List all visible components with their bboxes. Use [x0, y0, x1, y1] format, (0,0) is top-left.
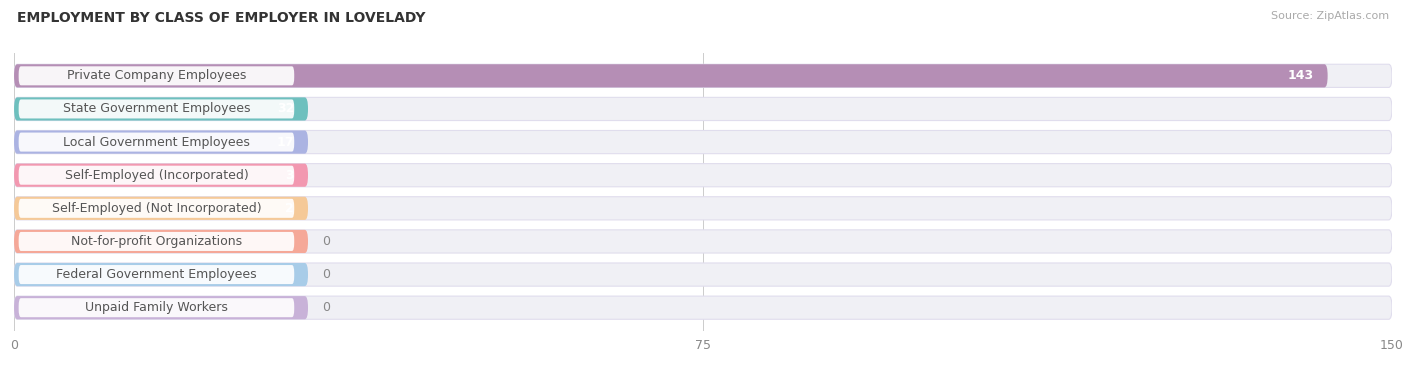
FancyBboxPatch shape: [14, 64, 1327, 88]
FancyBboxPatch shape: [14, 263, 308, 286]
Text: 17: 17: [277, 136, 294, 149]
Text: Self-Employed (Incorporated): Self-Employed (Incorporated): [65, 169, 249, 182]
FancyBboxPatch shape: [18, 298, 294, 317]
FancyBboxPatch shape: [14, 197, 308, 220]
FancyBboxPatch shape: [14, 97, 308, 121]
Text: State Government Employees: State Government Employees: [63, 102, 250, 115]
FancyBboxPatch shape: [18, 166, 294, 185]
Text: Source: ZipAtlas.com: Source: ZipAtlas.com: [1271, 11, 1389, 21]
FancyBboxPatch shape: [14, 296, 1392, 319]
Text: 0: 0: [322, 301, 330, 314]
Text: 3: 3: [285, 169, 294, 182]
FancyBboxPatch shape: [14, 197, 1392, 220]
FancyBboxPatch shape: [18, 265, 294, 284]
FancyBboxPatch shape: [14, 164, 308, 187]
Text: Self-Employed (Not Incorporated): Self-Employed (Not Incorporated): [52, 202, 262, 215]
FancyBboxPatch shape: [14, 130, 308, 154]
Text: EMPLOYMENT BY CLASS OF EMPLOYER IN LOVELADY: EMPLOYMENT BY CLASS OF EMPLOYER IN LOVEL…: [17, 11, 426, 25]
Text: 32: 32: [277, 102, 294, 115]
Text: 0: 0: [322, 268, 330, 281]
Text: Unpaid Family Workers: Unpaid Family Workers: [84, 301, 228, 314]
Text: 143: 143: [1288, 69, 1313, 82]
FancyBboxPatch shape: [14, 64, 1392, 88]
FancyBboxPatch shape: [14, 296, 308, 319]
Text: Not-for-profit Organizations: Not-for-profit Organizations: [70, 235, 242, 248]
FancyBboxPatch shape: [14, 230, 308, 253]
FancyBboxPatch shape: [18, 133, 294, 152]
Text: Private Company Employees: Private Company Employees: [66, 69, 246, 82]
FancyBboxPatch shape: [18, 199, 294, 218]
Text: Federal Government Employees: Federal Government Employees: [56, 268, 257, 281]
FancyBboxPatch shape: [18, 232, 294, 251]
Text: 2: 2: [285, 202, 294, 215]
FancyBboxPatch shape: [14, 130, 1392, 154]
FancyBboxPatch shape: [14, 230, 1392, 253]
FancyBboxPatch shape: [14, 263, 1392, 286]
Text: Local Government Employees: Local Government Employees: [63, 136, 250, 149]
FancyBboxPatch shape: [14, 97, 1392, 121]
FancyBboxPatch shape: [14, 164, 1392, 187]
FancyBboxPatch shape: [18, 66, 294, 85]
Text: 0: 0: [322, 235, 330, 248]
FancyBboxPatch shape: [18, 99, 294, 118]
